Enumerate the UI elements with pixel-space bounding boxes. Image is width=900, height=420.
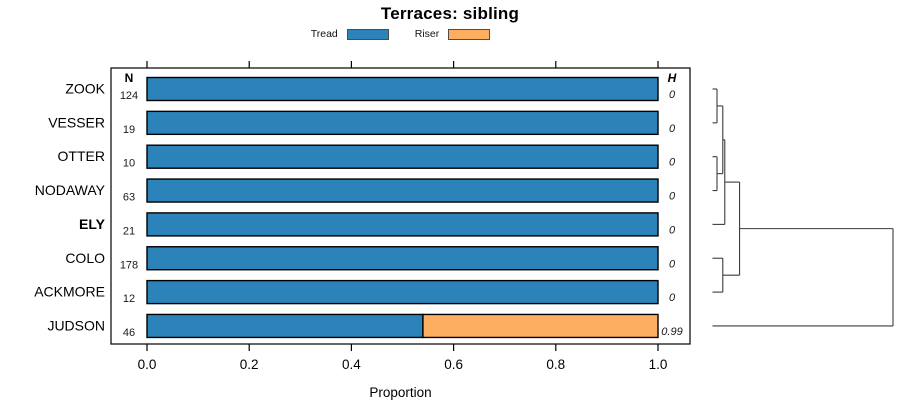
- legend-label: Riser: [414, 28, 440, 40]
- legend-item-tread: Tread: [311, 28, 389, 40]
- x-axis-label: Proportion: [369, 385, 432, 400]
- bar-segment-tread: [146, 313, 424, 339]
- category-label: VESSER: [48, 114, 105, 130]
- n-value: 10: [123, 158, 135, 170]
- h-value: 0: [669, 157, 676, 169]
- h-value: 0: [669, 123, 676, 135]
- x-axis-tick-label: 0.0: [138, 357, 157, 372]
- category-label: ACKMORE: [34, 284, 105, 300]
- h-column-header: H: [668, 71, 677, 85]
- bar-segment-tread: [146, 110, 659, 136]
- legend: Tread Riser: [111, 26, 690, 42]
- n-value: 63: [123, 192, 135, 204]
- h-value: 0.99: [661, 326, 682, 338]
- n-value: 12: [123, 293, 135, 305]
- bar-segment-tread: [146, 212, 659, 237]
- n-column-header: N: [125, 71, 134, 85]
- n-value: 178: [120, 259, 138, 271]
- legend-swatch-tread: [346, 28, 389, 40]
- category-label: NODAWAY: [35, 182, 106, 198]
- n-value: 21: [123, 225, 135, 237]
- category-label: ELY: [79, 216, 106, 232]
- category-label: OTTER: [58, 148, 105, 164]
- h-value: 0: [669, 89, 676, 101]
- bar-segment-tread: [146, 76, 659, 102]
- n-value: 19: [123, 124, 135, 136]
- bar-segment-tread: [146, 246, 659, 271]
- h-value: 0: [669, 224, 676, 236]
- legend-label: Tread: [310, 28, 338, 40]
- category-label: ZOOK: [65, 81, 105, 97]
- n-value: 46: [123, 327, 135, 339]
- category-label: JUDSON: [47, 317, 105, 333]
- h-value: 0: [669, 191, 676, 203]
- legend-item-riser: Riser: [415, 28, 491, 40]
- x-axis-tick-label: 0.6: [444, 357, 463, 372]
- bar-segment-tread: [146, 144, 659, 169]
- x-axis-tick-label: 1.0: [649, 357, 668, 372]
- bar-segment-riser: [422, 313, 659, 339]
- legend-swatch-riser: [448, 28, 491, 40]
- n-value: 124: [120, 90, 138, 102]
- x-axis-tick-label: 0.2: [240, 357, 259, 372]
- bar-segment-tread: [146, 279, 659, 305]
- x-axis-tick-label: 0.4: [342, 357, 361, 372]
- h-value: 0: [669, 258, 676, 270]
- h-value: 0: [669, 292, 676, 304]
- category-label: COLO: [65, 250, 105, 266]
- x-axis-tick-label: 0.8: [546, 357, 565, 372]
- chart-title: Terraces: sibling: [380, 4, 520, 23]
- bar-segment-tread: [146, 178, 659, 203]
